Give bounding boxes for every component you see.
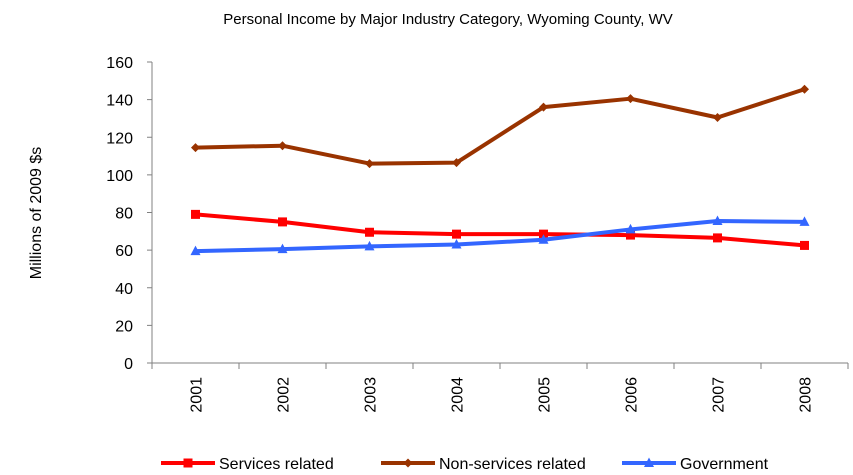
series-2 xyxy=(190,215,810,256)
x-axis: 2001 2002 2003 2004 2005 2006 2007 2008 xyxy=(151,362,849,413)
data-point xyxy=(800,84,809,94)
legend-marker xyxy=(403,458,413,468)
x-tick-label: 2008 xyxy=(798,377,815,413)
data-point xyxy=(626,94,635,104)
data-point xyxy=(191,143,200,153)
data-point xyxy=(364,240,375,251)
data-point xyxy=(190,245,201,256)
data-point xyxy=(451,238,462,249)
y-tick-label: 60 xyxy=(115,243,133,260)
series-layer xyxy=(190,84,810,256)
data-point xyxy=(713,233,722,243)
legend-label: Services related xyxy=(219,456,334,473)
y-tick-label: 80 xyxy=(115,206,133,223)
data-point xyxy=(365,159,374,169)
chart-title: Personal Income by Major Industry Catego… xyxy=(223,11,672,28)
data-point xyxy=(625,223,636,234)
x-tick-label: 2005 xyxy=(537,377,554,413)
legend-item: Non-services related xyxy=(381,456,586,473)
series-line xyxy=(193,218,807,254)
data-point xyxy=(712,215,723,225)
data-point xyxy=(191,209,200,219)
x-tick-label: 2006 xyxy=(624,377,641,413)
series-1 xyxy=(191,84,809,169)
series-line xyxy=(193,87,807,166)
legend-label: Government xyxy=(680,456,769,473)
data-point xyxy=(799,216,810,226)
series-line xyxy=(193,212,807,248)
x-tick-label: 2007 xyxy=(711,377,728,413)
data-point xyxy=(278,141,287,151)
x-tick-label: 2002 xyxy=(276,377,293,413)
legend-marker xyxy=(183,458,193,468)
y-tick-label: 40 xyxy=(115,281,133,298)
legend-marker xyxy=(644,457,654,467)
data-point xyxy=(539,229,548,239)
data-point xyxy=(539,102,548,112)
legend-item: Government xyxy=(622,456,769,473)
series-0 xyxy=(191,209,809,250)
x-tick-label: 2004 xyxy=(450,377,467,413)
y-axis-title: Millions of 2009 $s xyxy=(28,147,45,280)
x-tick-label: 2001 xyxy=(189,377,206,413)
data-point xyxy=(452,158,461,168)
y-axis: 0 20 40 60 80 100 120 140 160 xyxy=(106,55,153,373)
data-point xyxy=(277,243,288,254)
legend: Services related Non-services related Gove… xyxy=(161,456,769,473)
data-point xyxy=(626,230,635,240)
legend-item: Services related xyxy=(161,456,334,473)
data-point xyxy=(365,227,374,237)
data-point xyxy=(452,229,461,239)
x-tick-label: 2003 xyxy=(363,377,380,413)
data-point xyxy=(538,234,549,244)
data-point xyxy=(278,217,287,227)
y-tick-label: 120 xyxy=(106,130,133,147)
legend-label: Non-services related xyxy=(439,456,586,473)
y-tick-label: 0 xyxy=(124,356,133,373)
y-tick-label: 140 xyxy=(106,93,133,110)
data-point xyxy=(800,240,809,250)
y-tick-label: 20 xyxy=(115,318,133,335)
y-tick-label: 100 xyxy=(106,168,133,185)
y-tick-label: 160 xyxy=(106,55,133,72)
data-point xyxy=(713,112,722,122)
